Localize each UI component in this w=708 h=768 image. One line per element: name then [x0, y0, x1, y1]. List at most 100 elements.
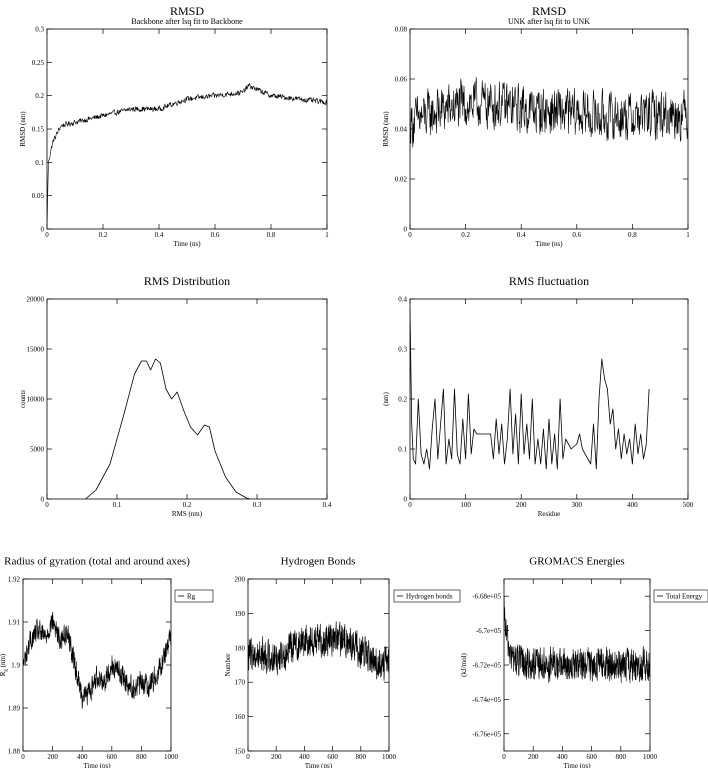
y-tick-label: 0.2 — [35, 92, 44, 100]
x-tick-label: 0 — [408, 231, 412, 239]
x-tick-label: 0.3 — [253, 501, 262, 509]
x-tick-label: 0.8 — [267, 231, 276, 239]
legend: Rg — [174, 589, 214, 603]
data-series-line — [85, 358, 251, 499]
legend-label: Rg — [187, 593, 196, 601]
y-axis-label: counts — [19, 390, 27, 409]
x-tick-label: 0.2 — [461, 231, 470, 239]
x-tick-label: 0 — [45, 231, 49, 239]
y-tick-label: 0.04 — [395, 126, 408, 134]
x-tick-label: 0.2 — [99, 231, 108, 239]
y-axis-label: RMSD (nm) — [382, 111, 390, 147]
x-tick-label: 1 — [325, 231, 329, 239]
x-tick-label: 400 — [627, 501, 638, 509]
x-tick-label: 300 — [572, 501, 583, 509]
chart-panel-5: Radius of gyration (total and around axe… — [0, 556, 214, 768]
y-tick-label: 200 — [235, 576, 246, 584]
chart-title: GROMACS Energies — [529, 556, 624, 568]
x-tick-label: 0 — [45, 501, 49, 509]
x-tick-label: 600 — [327, 753, 338, 761]
y-tick-label: 0.08 — [395, 26, 408, 34]
y-axis-label: Number — [224, 653, 232, 677]
y-tick-label: 190 — [235, 610, 246, 618]
y-tick-label: 0.3 — [398, 346, 407, 354]
y-axis-label: Rg (nm) — [0, 653, 9, 676]
x-tick-label: 0.6 — [211, 231, 220, 239]
chart-panel-7: GROMACS Energies 0 200 400 600 800 1000 -6.76e+… — [460, 556, 708, 768]
x-tick-label: 400 — [299, 753, 310, 761]
x-tick-label: 100 — [460, 501, 471, 509]
x-tick-label: 0.2 — [183, 501, 192, 509]
x-tick-label: 0.4 — [155, 231, 164, 239]
y-tick-label: 15000 — [27, 346, 45, 354]
y-tick-label: 0.06 — [395, 76, 408, 84]
x-tick-label: 1000 — [164, 753, 179, 761]
y-axis-label: (nm) — [382, 392, 390, 406]
data-series-line — [410, 77, 688, 148]
y-tick-label: 180 — [235, 644, 246, 652]
y-tick-label: 1.89 — [8, 705, 21, 713]
legend-box — [653, 589, 708, 603]
x-tick-label: 200 — [516, 501, 527, 509]
chart-panel-3: RMS Distribution 0 0.1 0.2 0.3 0.4 0 5000 10000 1… — [19, 274, 332, 518]
y-tick-label: 1.91 — [8, 619, 21, 627]
y-tick-label: 0 — [41, 226, 45, 234]
x-tick-label: 0.4 — [517, 231, 526, 239]
plot-frame — [409, 298, 689, 500]
x-tick-label: 1000 — [382, 753, 397, 761]
data-series-line — [410, 308, 650, 470]
x-axis-label: Time (ps) — [305, 762, 333, 768]
y-tick-label: 0.3 — [35, 26, 44, 34]
data-series-line — [47, 83, 327, 228]
chart-title: RMSD — [170, 4, 204, 18]
x-tick-label: 0.4 — [323, 501, 332, 509]
x-tick-label: 800 — [136, 753, 147, 761]
legend: Hydrogen bonds — [393, 589, 461, 603]
legend-box — [393, 589, 461, 603]
y-tick-label: 0.4 — [398, 296, 407, 304]
legend-box — [174, 589, 214, 603]
chart-panel-6: Hydrogen Bonds 0 200 400 600 800 1000 150 160 170… — [224, 556, 461, 768]
x-axis-label: Time (ns) — [535, 240, 563, 248]
y-tick-label: 0.02 — [395, 176, 408, 184]
x-tick-label: 0.1 — [113, 501, 122, 509]
x-tick-label: 600 — [586, 753, 597, 761]
x-axis-label: Residue — [538, 510, 561, 518]
y-tick-label: -6.7e+05 — [476, 627, 502, 635]
y-tick-label: 5000 — [30, 446, 45, 454]
x-tick-label: 0 — [502, 753, 506, 761]
y-tick-label: 0 — [404, 226, 408, 234]
legend-label: Hydrogen bonds — [406, 593, 453, 601]
y-tick-label: 0 — [404, 496, 408, 504]
y-axis-label: RMSD (nm) — [19, 111, 27, 147]
x-tick-label: 0 — [246, 753, 250, 761]
y-tick-label: 0 — [41, 496, 45, 504]
x-tick-label: 400 — [77, 753, 88, 761]
y-tick-label: -6.74e+05 — [472, 696, 501, 704]
y-tick-label: 150 — [235, 748, 246, 756]
x-axis-label: Time (ns) — [173, 240, 201, 248]
plot-frame — [247, 578, 390, 752]
chart-title: Radius of gyration (total and around axe… — [4, 556, 190, 568]
x-tick-label: 400 — [557, 753, 568, 761]
chart-title: RMSD — [532, 4, 566, 18]
chart-subtitle: Backbone after lsq fit to Backbone — [131, 17, 243, 26]
legend-label: Total Energy — [666, 593, 703, 601]
chart-subtitle: UNK after lsq fit to UNK — [508, 17, 590, 26]
x-tick-label: 200 — [271, 753, 282, 761]
x-tick-label: 0 — [408, 501, 412, 509]
y-tick-label: 0.2 — [398, 396, 407, 404]
x-tick-label: 0.6 — [572, 231, 581, 239]
plot-frame — [409, 28, 689, 230]
y-tick-label: 20000 — [27, 296, 45, 304]
x-tick-label: 1 — [686, 231, 690, 239]
x-tick-label: 200 — [47, 753, 58, 761]
x-tick-label: 1000 — [643, 753, 658, 761]
x-tick-label: 800 — [616, 753, 627, 761]
y-tick-label: 0.15 — [32, 126, 45, 134]
y-tick-label: 160 — [235, 713, 246, 721]
y-tick-label: 1.9 — [11, 662, 20, 670]
